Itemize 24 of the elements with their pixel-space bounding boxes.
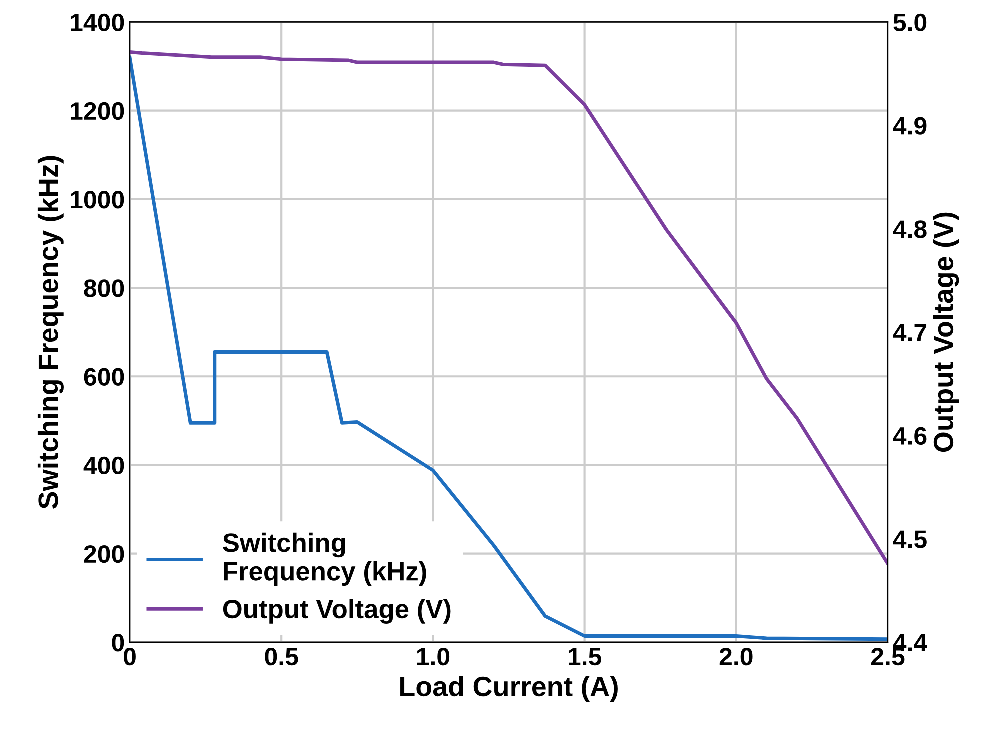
x-axis-title: Load Current (A): [400, 676, 618, 702]
y-tick-label: 1200: [71, 102, 124, 120]
y-tick-label: 1400: [71, 14, 124, 32]
y-tick-label: 400: [84, 456, 124, 475]
y2-axis-title: Output Voltage (V): [933, 212, 960, 452]
y-tick-label: 600: [84, 368, 124, 386]
y2-tick-label: 4.6: [893, 427, 927, 446]
x-tick-label: 2.0: [720, 648, 753, 666]
x-tick-label: 0.5: [265, 648, 298, 666]
y-tick-label: 800: [84, 280, 124, 298]
y2-tick-label: 4.8: [893, 220, 927, 238]
y2-tick-label: 4.7: [893, 324, 927, 342]
y2-tick-label: 4.9: [893, 117, 927, 135]
y-tick-label: 1000: [71, 191, 124, 209]
x-tick-label: 0: [124, 648, 136, 666]
y-tick-label: 0: [112, 634, 124, 652]
y2-tick-label: 4.5: [893, 530, 927, 548]
x-tick-label: 1.5: [569, 648, 602, 666]
y-axis-title: Switching Frequency (kHz): [38, 156, 64, 510]
y-tick-label: 200: [84, 545, 124, 564]
x-tick-label: 1.0: [417, 648, 450, 666]
legend-label: Switching Frequency (kHz): [223, 532, 426, 586]
y2-tick-label: 5.0: [894, 14, 927, 32]
legend-label: Output Voltage (V): [223, 599, 451, 624]
